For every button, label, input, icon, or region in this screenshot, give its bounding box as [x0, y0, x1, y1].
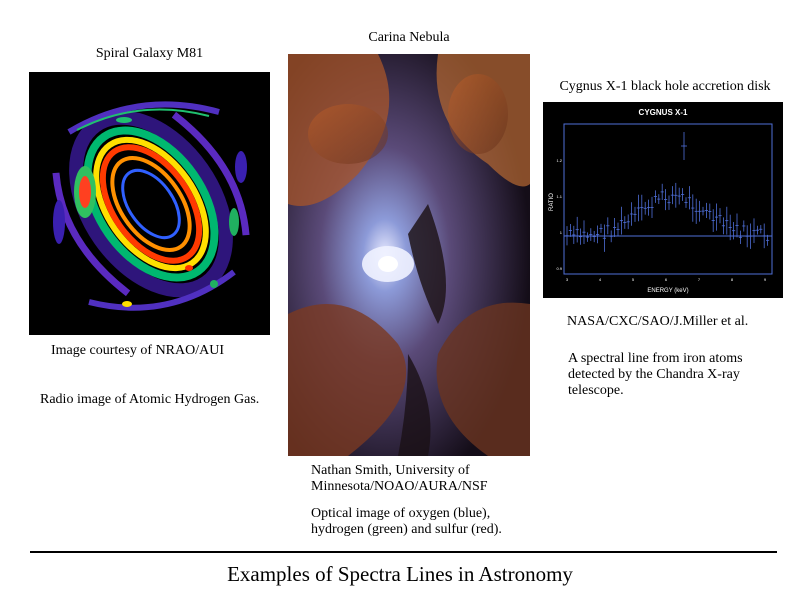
cygnus-spectrum-plot: CYGNUS X-1 RATIO ENERGY (keV) 1.2 1.1 1 …: [543, 102, 783, 298]
m81-credit: Image courtesy of NRAO/AUI: [51, 343, 225, 358]
plot-xtick-label: 4: [599, 277, 602, 282]
cygnus-description: A spectral line from iron atoms detected…: [568, 351, 743, 398]
carina-nebula-image: [288, 54, 530, 456]
plot-heading: CYGNUS X-1: [639, 108, 688, 117]
plot-xtick-label: 8: [731, 277, 734, 282]
plot-ytick-label: 0.9: [556, 266, 562, 271]
cygnus-credit: NASA/CXC/SAO/J.Miller et al.: [567, 314, 749, 329]
m81-radio-svg: [52, 101, 250, 311]
plot-spectrum: [565, 132, 770, 252]
m81-radio-image: [29, 72, 270, 335]
cygnus-title: Cygnus X-1 black hole accretion disk: [559, 79, 771, 94]
m81-title: Spiral Galaxy M81: [95, 46, 204, 61]
plot-ylabel: RATIO: [549, 193, 555, 211]
plot-ytick-label: 1.2: [556, 158, 562, 163]
plot-xtick-label: 9: [764, 277, 767, 282]
page-title: Examples of Spectra Lines in Astronomy: [227, 562, 573, 586]
plot-xtick-label: 7: [698, 277, 701, 282]
plot-ytick-label: 1.1: [556, 194, 562, 199]
plot-xlabel: ENERGY (keV): [647, 288, 688, 294]
plot-xtick-label: 3: [566, 277, 569, 282]
carina-nebula-svg: [288, 54, 530, 456]
cygnus-spectrum-svg: CYGNUS X-1 RATIO ENERGY (keV) 1.2 1.1 1 …: [549, 108, 773, 294]
plot-xtick-label: 6: [665, 277, 668, 282]
carina-description: Optical image of oxygen (blue), hydrogen…: [311, 506, 502, 537]
carina-title: Carina Nebula: [368, 30, 450, 45]
plot-xtick-label: 5: [632, 277, 635, 282]
m81-description: Radio image of Atomic Hydrogen Gas.: [40, 392, 260, 407]
divider-rule: [30, 551, 777, 553]
plot-ytick-label: 1: [560, 230, 563, 235]
plot-frame: [563, 123, 773, 275]
carina-credit: Nathan Smith, University of Minnesota/NO…: [311, 463, 488, 494]
